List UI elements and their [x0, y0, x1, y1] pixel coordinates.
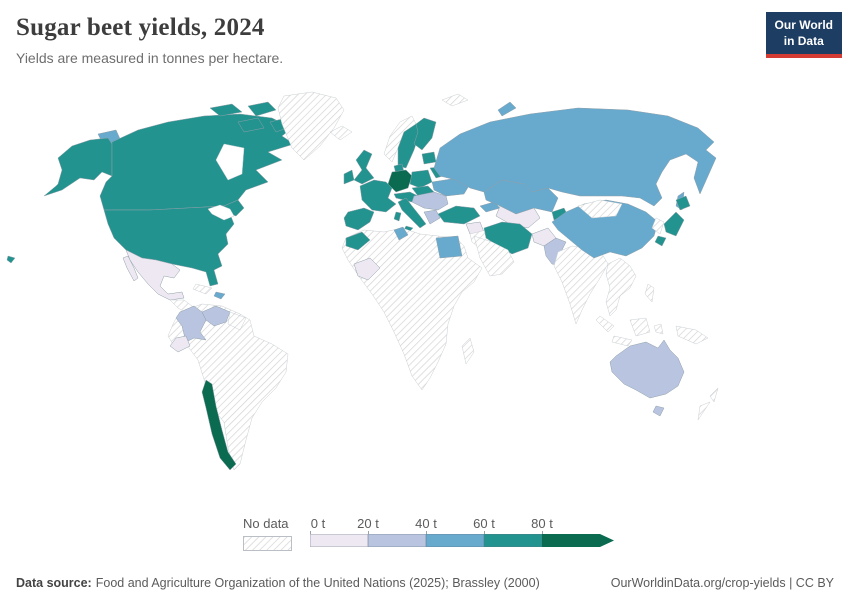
- map-region-hawaii[interactable]: [6, 255, 16, 264]
- map-region-australia[interactable]: [609, 339, 685, 399]
- map-region-guyanas[interactable]: [227, 311, 247, 331]
- map-region-korea[interactable]: [651, 217, 665, 235]
- legend-tickmark: [426, 531, 427, 535]
- map-region-hungary-romania-balkans[interactable]: [411, 191, 449, 211]
- legend-no-data-label: No data: [243, 516, 289, 531]
- map-region-ecuador[interactable]: [169, 335, 191, 353]
- legend-swatch-0-20[interactable]: [310, 534, 368, 547]
- legend-tick-labels: 0 t 20 t 40 t 60 t 80 t: [310, 516, 620, 535]
- map-region-russia[interactable]: [433, 107, 717, 207]
- map-region-germany[interactable]: [387, 169, 413, 193]
- map-region-colombia[interactable]: [175, 305, 207, 343]
- map-region-new-guinea[interactable]: [675, 325, 709, 345]
- hudson-bay: [215, 143, 245, 181]
- map-region-india[interactable]: [553, 245, 609, 325]
- map-region-iran[interactable]: [483, 221, 533, 255]
- owid-logo-line2: in Data: [783, 33, 824, 48]
- legend-tickmark: [368, 531, 369, 535]
- legend-tick-0: 0 t: [310, 516, 326, 531]
- map-region-france[interactable]: [359, 179, 397, 213]
- legend-tick-60: 60 t: [473, 516, 495, 531]
- data-source-label: Data source:: [16, 576, 92, 590]
- map-region-arabian-peninsula[interactable]: [473, 235, 515, 277]
- map-region-united-kingdom[interactable]: [353, 149, 375, 185]
- page-title: Sugar beet yields, 2024: [16, 14, 265, 41]
- chart-header: Sugar beet yields, 2024 Yields are measu…: [16, 14, 283, 66]
- map-region-ireland[interactable]: [343, 169, 355, 185]
- map-region-poland[interactable]: [409, 169, 433, 189]
- map-region-svalbard[interactable]: [441, 93, 469, 107]
- map-region-cuba[interactable]: [192, 283, 213, 295]
- chart-footer: Data source: Food and Agriculture Organiz…: [0, 576, 850, 590]
- map-region-mainland-southeast-asia[interactable]: [605, 257, 637, 317]
- map-region-kazakhstan[interactable]: [483, 179, 559, 215]
- map-region-madagascar[interactable]: [461, 337, 475, 365]
- map-region-egypt[interactable]: [435, 235, 463, 259]
- map-region-sardinia[interactable]: [393, 211, 402, 222]
- map-region-tasmania[interactable]: [652, 405, 665, 417]
- legend-color-scale: 0 t 20 t 40 t 60 t 80 t: [310, 516, 620, 547]
- map-region-novaya-zemlya[interactable]: [497, 101, 517, 117]
- map-region-mexico[interactable]: [125, 249, 185, 301]
- data-source-note: Data source: Food and Agriculture Organiz…: [16, 576, 540, 590]
- map-region-philippines[interactable]: [644, 283, 655, 303]
- legend-swatch-20-40[interactable]: [368, 534, 426, 547]
- map-region-baja-california[interactable]: [122, 255, 139, 282]
- map-region-turkey[interactable]: [437, 205, 481, 225]
- map-region-indonesia[interactable]: [595, 315, 664, 347]
- map-region-canada[interactable]: [99, 113, 295, 211]
- owid-link[interactable]: OurWorldinData.org/crop-yields: [610, 576, 786, 590]
- map-region-greece[interactable]: [423, 209, 441, 225]
- map-region-chile[interactable]: [201, 379, 237, 471]
- legend-swatch-80-plus[interactable]: [542, 534, 614, 547]
- legend-color-bar: [310, 534, 620, 547]
- legend-tick-40: 40 t: [415, 516, 437, 531]
- map-region-greenland[interactable]: [277, 91, 345, 161]
- great-lakes: [207, 204, 235, 221]
- chart-subtitle: Yields are measured in tonnes per hectar…: [16, 50, 284, 66]
- owid-logo-line1: Our World: [774, 18, 833, 32]
- owid-logo[interactable]: Our World in Data: [765, 12, 842, 59]
- license-text: | CC BY: [785, 576, 834, 590]
- map-region-uzbekistan-turkmenistan[interactable]: [495, 205, 541, 229]
- map-region-morocco[interactable]: [345, 231, 371, 251]
- world-map: [0, 88, 850, 518]
- legend-swatch-40-60[interactable]: [426, 534, 484, 547]
- map-region-mongolia[interactable]: [577, 199, 623, 219]
- map-region-italy[interactable]: [397, 197, 427, 229]
- data-source-text: Food and Agriculture Organization of the…: [95, 576, 540, 590]
- legend-no-data-group: No data: [243, 516, 292, 551]
- legend-swatch-60-80[interactable]: [484, 534, 542, 547]
- map-region-alaska[interactable]: [43, 137, 113, 197]
- map-region-venezuela[interactable]: [201, 305, 231, 327]
- map-region-finland[interactable]: [413, 117, 437, 151]
- legend-tickmark: [542, 531, 543, 535]
- map-region-baltics[interactable]: [421, 151, 437, 165]
- legend-no-data-swatch[interactable]: [243, 536, 292, 551]
- legend-tickmark: [310, 531, 311, 535]
- map-region-tunisia[interactable]: [393, 226, 409, 241]
- map-region-hispaniola[interactable]: [213, 291, 226, 300]
- legend-tick-20: 20 t: [357, 516, 379, 531]
- legend-tickmark: [484, 531, 485, 535]
- map-region-mali[interactable]: [353, 257, 381, 281]
- map-region-japan[interactable]: [654, 195, 691, 247]
- map-region-new-zealand[interactable]: [697, 387, 719, 421]
- footer-right: OurWorldinData.org/crop-yields | CC BY: [611, 576, 834, 590]
- map-region-iceland[interactable]: [329, 125, 353, 141]
- legend-tick-80: 80 t: [531, 516, 553, 531]
- map-region-spain-portugal[interactable]: [343, 207, 375, 231]
